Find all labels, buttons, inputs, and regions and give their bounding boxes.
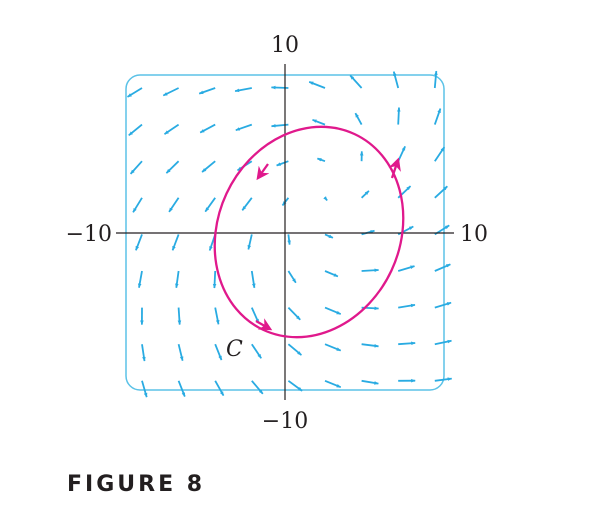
- field-arrow: [397, 107, 401, 125]
- field-arrow: [204, 197, 216, 213]
- curve-c: [213, 125, 405, 339]
- field-arrow: [251, 343, 262, 359]
- field-arrow: [287, 343, 302, 356]
- field-arrow: [287, 306, 301, 321]
- field-arrow: [214, 380, 225, 397]
- tick-label-x-min: −10: [66, 222, 112, 247]
- field-arrow: [129, 160, 143, 175]
- field-arrow: [398, 341, 416, 346]
- field-arrow: [241, 197, 253, 211]
- field-arrow: [434, 301, 452, 309]
- field-arrow: [141, 380, 148, 398]
- field-arrow: [287, 270, 297, 284]
- field-arrow: [316, 157, 326, 163]
- field-arrow: [276, 160, 289, 167]
- tick-label-x-max: 10: [460, 222, 488, 247]
- field-arrow: [270, 85, 289, 90]
- field-arrow: [271, 123, 289, 128]
- field-arrow: [251, 380, 264, 395]
- field-arrow: [135, 234, 143, 251]
- field-arrow: [171, 234, 180, 251]
- field-arrow: [250, 270, 256, 289]
- tick-label-y-max: 10: [271, 33, 299, 58]
- field-arrow: [250, 307, 260, 324]
- field-arrow: [163, 123, 180, 135]
- field-arrow: [308, 81, 326, 89]
- field-arrow: [168, 197, 180, 213]
- field-arrow: [361, 268, 380, 273]
- field-arrow: [398, 303, 416, 309]
- curve-arrow-bottom: [255, 318, 273, 331]
- field-arrow: [360, 190, 370, 199]
- field-arrow: [434, 185, 448, 199]
- field-arrow: [397, 145, 406, 162]
- field-arrow: [349, 74, 363, 89]
- field-arrow: [323, 196, 328, 201]
- field-arrow: [287, 234, 291, 246]
- field-arrow: [324, 270, 339, 278]
- vector-field: [127, 70, 453, 398]
- field-arrow: [324, 306, 342, 315]
- field-arrow: [127, 87, 143, 98]
- field-arrow: [199, 123, 216, 134]
- curve-arrow-top: [256, 163, 270, 181]
- field-arrow: [177, 380, 186, 398]
- field-arrow: [312, 118, 326, 126]
- field-arrow: [165, 160, 180, 174]
- field-arrow: [235, 123, 253, 132]
- field-arrow: [324, 343, 342, 352]
- field-arrow: [354, 112, 363, 126]
- field-arrow: [201, 160, 216, 173]
- field-arrow: [214, 307, 220, 325]
- field-arrow: [128, 123, 143, 136]
- field-arrow: [434, 339, 452, 346]
- field-arrow: [287, 380, 303, 392]
- field-arrow: [212, 270, 217, 289]
- field-arrow: [132, 197, 143, 213]
- field-arrow: [361, 379, 379, 385]
- field-arrow: [137, 270, 143, 289]
- field-arrow: [361, 343, 379, 348]
- field-arrow: [324, 233, 334, 239]
- field-arrow: [434, 263, 451, 272]
- tick-label-y-min: −10: [262, 409, 308, 434]
- field-arrow: [434, 146, 446, 162]
- field-arrow: [175, 270, 180, 289]
- field-arrow: [324, 379, 342, 389]
- curve-label-c: C: [226, 337, 243, 362]
- figure-caption: FIGURE 8: [67, 472, 206, 497]
- field-arrow: [397, 265, 415, 272]
- field-arrow: [392, 71, 400, 89]
- field-arrow: [214, 343, 223, 361]
- field-arrow: [141, 344, 146, 362]
- field-arrow: [434, 377, 453, 382]
- field-arrow: [247, 234, 253, 250]
- field-arrow: [177, 343, 184, 362]
- field-arrow: [162, 87, 179, 97]
- field-arrow: [198, 87, 216, 95]
- field-arrow: [433, 70, 438, 89]
- field-arrow: [433, 108, 442, 125]
- curve-arrow-right: [388, 157, 401, 179]
- field-arrow: [234, 87, 252, 93]
- field-arrow: [177, 307, 182, 326]
